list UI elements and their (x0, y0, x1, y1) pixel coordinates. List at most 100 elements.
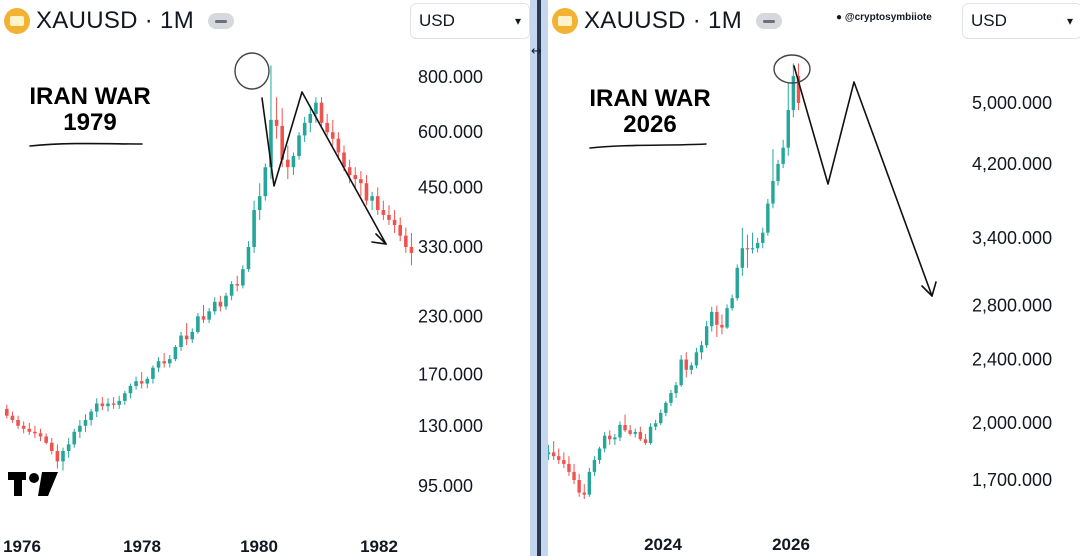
left-candle (364, 175, 369, 206)
left-candle (224, 292, 228, 310)
left-symbol-header: XAUUSD · 1M (4, 6, 234, 36)
right-currency-select[interactable]: USD ▾ (962, 3, 1080, 39)
left-ytick-label: 800.000 (418, 67, 483, 87)
left-candle (257, 183, 262, 220)
left-candle (49, 437, 54, 455)
left-candle (235, 275, 240, 292)
left-ytick-label: 600.000 (418, 122, 483, 142)
left-candle (55, 444, 60, 469)
left-candle (291, 152, 296, 176)
left-ytick-label: 450.000 (418, 177, 483, 197)
left-candle (336, 132, 341, 160)
right-candle (628, 424, 632, 436)
left-candle (274, 97, 279, 139)
left-candle (33, 425, 37, 438)
right-candle (750, 232, 755, 254)
right-candle (648, 423, 653, 445)
resize-arrows-icon[interactable]: ↔ (531, 44, 542, 59)
right-candle (613, 433, 617, 445)
apple-icon: ● (836, 12, 843, 23)
watermark-text: @cryptosymbiiote (844, 12, 932, 23)
left-xtick-label: 1976 (3, 537, 41, 556)
right-candle (796, 63, 801, 111)
left-xtick-label: 1978 (123, 537, 161, 556)
right-candle (618, 421, 622, 442)
right-candle (551, 441, 556, 461)
right-arrow-head (921, 281, 937, 297)
left-candle (190, 328, 195, 344)
gold-coin-icon (552, 8, 578, 34)
tradingview-logo-icon (8, 472, 58, 496)
right-candle (587, 467, 592, 497)
left-candle (201, 304, 206, 324)
left-candle (167, 354, 172, 368)
right-drawn-line (793, 65, 933, 297)
right-candle (786, 82, 790, 156)
left-candle (375, 187, 380, 215)
left-candle (117, 395, 122, 409)
left-candle (72, 428, 77, 448)
left-candle (111, 397, 116, 409)
left-candle (218, 295, 223, 312)
left-candle (100, 397, 105, 411)
left-symbol-label: XAUUSD · 1M (36, 7, 194, 34)
left-candle (44, 433, 48, 445)
left-candle (229, 281, 234, 301)
right-candle (643, 433, 648, 445)
left-title-line2: 1979 (63, 109, 117, 136)
right-ytick-label: 2,400.000 (972, 349, 1052, 369)
left-candle (308, 108, 313, 133)
right-candle (623, 414, 627, 433)
left-candle (330, 119, 335, 146)
right-ytick-label: 3,400.000 (972, 228, 1052, 248)
right-candle (781, 139, 785, 169)
left-xtick-label: 1982 (360, 537, 398, 556)
right-candle (602, 432, 607, 453)
left-candle (128, 383, 133, 399)
left-xtick-label: 1980 (240, 537, 278, 556)
right-candle (679, 355, 683, 387)
right-candle (791, 63, 796, 118)
right-candle (689, 362, 694, 375)
collapse-pill-icon[interactable] (208, 13, 234, 29)
left-ytick-label: 95.000 (418, 476, 473, 496)
left-currency-select[interactable]: USD ▾ (410, 3, 530, 39)
left-candle (10, 411, 15, 423)
right-candle (608, 430, 612, 445)
left-chart-panel[interactable]: 95.000 130.000 170.000 230.000 330.000 450.00… (0, 0, 530, 556)
left-candle (241, 265, 245, 289)
right-currency-value: USD (971, 11, 1007, 30)
left-title-line1: IRAN WAR (29, 83, 151, 110)
left-candle (196, 312, 200, 334)
left-candle (156, 357, 161, 373)
right-candle (669, 389, 673, 407)
right-candle (684, 352, 688, 378)
right-candle (597, 446, 602, 464)
left-candle (370, 191, 374, 211)
left-candle (89, 408, 93, 426)
right-candle (766, 198, 770, 236)
right-candle (776, 159, 780, 186)
right-ytick-label: 2,800.000 (972, 296, 1052, 316)
right-candle (562, 452, 566, 468)
left-ytick-label: 130.000 (418, 416, 483, 436)
right-candle (572, 463, 576, 485)
right-xtick-label: 2026 (772, 535, 810, 554)
right-peak-circle (773, 54, 811, 84)
left-candle (353, 167, 358, 188)
left-candle (252, 200, 256, 253)
right-annotation-title: IRAN WAR 2026 (580, 86, 720, 138)
right-candle (548, 444, 551, 461)
left-ytick-label: 330.000 (418, 237, 483, 257)
right-chart-panel[interactable]: 1,700.000 2,000.000 2,400.000 2,800.000 3,40… (548, 0, 1080, 556)
left-arrow-head (371, 233, 387, 245)
panel-divider[interactable]: ↔ (530, 0, 548, 556)
collapse-pill-icon[interactable] (756, 13, 782, 29)
left-candle (106, 398, 110, 412)
left-candle (66, 437, 71, 458)
left-candle (297, 132, 301, 160)
left-candle (173, 345, 178, 362)
left-candle (286, 145, 290, 180)
left-candle (134, 376, 138, 390)
right-chart: 1,700.000 2,000.000 2,400.000 2,800.000 3,40… (548, 54, 1052, 554)
